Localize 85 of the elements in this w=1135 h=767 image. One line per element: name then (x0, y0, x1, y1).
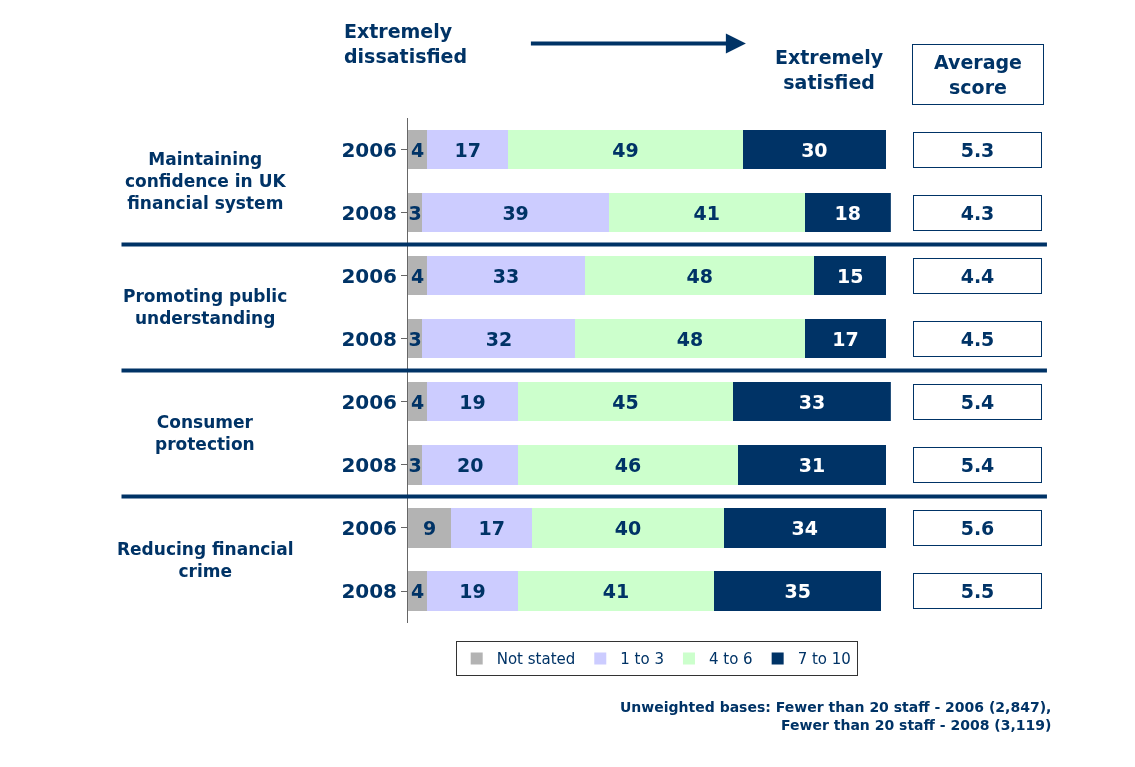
bar (742, 130, 887, 170)
data-label: 4 (411, 580, 425, 603)
data-label: 41 (693, 201, 721, 224)
data-label: 15 (836, 264, 864, 287)
text: Promoting public understanding (123, 286, 288, 329)
data-label: 19 (459, 390, 486, 413)
data-label: 45 (612, 390, 639, 413)
text: 4.3 (960, 202, 995, 224)
bar (532, 508, 724, 548)
data-label: 49 (612, 138, 639, 161)
data-label: 9 (422, 516, 437, 539)
data-label: 39 (502, 201, 529, 224)
data-label: 32 (485, 327, 513, 350)
data-label: 17 (832, 327, 859, 350)
data-label: 41 (602, 580, 630, 603)
bar (422, 193, 609, 233)
data-label: 31 (798, 453, 826, 476)
text: 4.4 (960, 265, 995, 287)
y-tick-label: 2006 (341, 137, 398, 162)
text: Maintaining confidence in UK financial system (125, 149, 287, 214)
data-label: 4 (411, 138, 425, 161)
bar (451, 508, 533, 548)
data-label: 3 (408, 201, 422, 224)
y-tick-label: 2006 (341, 515, 398, 540)
bar (517, 382, 734, 422)
bar (814, 256, 887, 296)
legend-label: 7 to 10 (797, 650, 851, 669)
text: 5.5 (960, 580, 995, 602)
bar (737, 445, 887, 485)
text: 5.6 (960, 517, 995, 539)
text: Reducing financial crime (117, 539, 294, 582)
bar (584, 256, 815, 296)
text: Unweighted bases: Fewer than 20 staff - 2006 (2,847), Fewer than 20 staff - 2008 (3,119) (620, 699, 1052, 734)
bar (713, 571, 882, 611)
bar (408, 508, 452, 548)
data-label: 35 (784, 580, 811, 603)
data-label: 18 (834, 201, 862, 224)
text: 4.5 (960, 328, 995, 350)
data-label: 33 (798, 390, 826, 413)
data-label: 33 (492, 264, 520, 287)
y-tick-label: 2008 (341, 326, 398, 351)
bar (575, 319, 805, 359)
y-tick-label: 2008 (341, 200, 398, 225)
bar (804, 193, 891, 233)
y-tick-label: 2008 (341, 452, 398, 477)
data-label: 34 (791, 516, 819, 539)
data-label: 17 (454, 138, 482, 161)
bar (517, 445, 738, 485)
text: Extremely satisfied (775, 46, 884, 93)
text: 5.3 (960, 139, 995, 161)
legend-label: 4 to 6 (708, 650, 753, 669)
text: Extremely dissatisfied (344, 20, 468, 67)
data-label: 40 (614, 516, 642, 539)
bar (733, 382, 891, 422)
bar (517, 571, 714, 611)
bar (804, 319, 887, 359)
text: 5.4 (960, 391, 995, 413)
data-label: 30 (801, 138, 828, 161)
data-label: 3 (408, 327, 422, 350)
data-label: 4 (411, 264, 425, 287)
data-label: 3 (408, 453, 422, 476)
bar (608, 193, 805, 233)
text: Average score (934, 51, 1022, 98)
bar (427, 382, 518, 422)
y-tick-label: 2006 (341, 389, 398, 414)
data-label: 17 (478, 516, 505, 539)
bar (508, 130, 743, 170)
bar (427, 256, 585, 296)
bar (422, 445, 518, 485)
bar (427, 130, 509, 170)
bar (427, 571, 518, 611)
data-label: 19 (459, 580, 486, 603)
legend-label: 1 to 3 (620, 650, 664, 669)
data-label: 20 (456, 453, 484, 476)
data-label: 46 (614, 453, 642, 476)
bar (723, 508, 887, 548)
data-label: 4 (411, 390, 425, 413)
y-tick-label: 2006 (341, 263, 398, 288)
y-tick-label: 2008 (341, 579, 398, 604)
bar (422, 319, 576, 359)
data-label: 48 (686, 264, 713, 287)
data-label: 48 (676, 327, 704, 350)
legend-label: Not stated (496, 650, 576, 669)
text: 5.4 (960, 454, 995, 476)
text: Consumer protection (155, 412, 255, 455)
